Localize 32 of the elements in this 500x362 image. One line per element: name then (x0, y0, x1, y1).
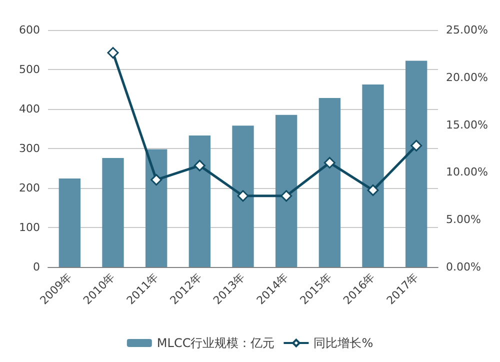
y2-tick-label: 20.00% (446, 70, 488, 84)
y2-tick-label: 15.00% (446, 118, 488, 132)
y-tick-label: 300 (19, 142, 40, 155)
bar (406, 60, 428, 267)
bar (276, 114, 298, 267)
bar (58, 178, 80, 267)
bar (188, 135, 210, 267)
y-tick-label: 500 (19, 63, 40, 76)
bar (102, 158, 124, 267)
y-tick-label: 100 (19, 221, 40, 234)
point (107, 47, 119, 58)
y2-tick-label: 0.00% (446, 260, 481, 274)
bar (362, 84, 384, 267)
legend-label: MLCC行业规模：亿元 (156, 336, 275, 350)
point (324, 156, 336, 168)
y2-tick-label: 25.00% (446, 24, 488, 36)
bar (146, 149, 168, 267)
legend-label: 同比增长% (314, 336, 374, 350)
y2-tick-label: 10.00% (446, 166, 488, 179)
y-tick-label: 200 (19, 182, 40, 194)
point (410, 140, 422, 152)
point (237, 190, 249, 202)
y-tick-label: 0 (33, 260, 40, 274)
bar (232, 126, 254, 267)
y2-tick-label: 5.00% (446, 213, 481, 226)
point (367, 184, 379, 196)
y-tick-label: 400 (19, 102, 40, 116)
bar (318, 98, 340, 267)
y-tick-label: 600 (19, 24, 40, 36)
point (194, 160, 206, 172)
point (150, 174, 162, 186)
point (280, 190, 292, 202)
